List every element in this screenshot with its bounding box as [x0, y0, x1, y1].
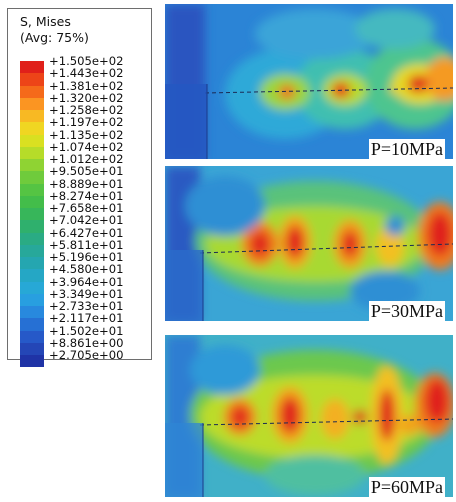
legend-swatch — [20, 293, 44, 306]
legend-value: +2.705e+00 — [49, 348, 124, 362]
legend-value: +5.196e+01 — [49, 250, 124, 264]
legend-value: +1.502e+01 — [49, 323, 124, 338]
legend-swatch — [20, 73, 44, 86]
legend-value: +8.861e+00 — [49, 335, 124, 350]
legend-swatch — [20, 269, 44, 282]
legend-value: +9.505e+01 — [49, 164, 124, 179]
legend-subtitle: (Avg: 75%) — [20, 30, 89, 45]
legend-swatch — [20, 159, 44, 172]
legend-value: +4.580e+01 — [49, 262, 124, 277]
pressure-label: P=60MPa — [368, 477, 445, 497]
legend-swatch — [20, 257, 44, 270]
legend-swatch — [20, 110, 44, 123]
legend-title: S, Mises — [20, 14, 71, 29]
contour-image — [165, 4, 453, 159]
stress-legend: S, Mises (Avg: 75%) +1.505e+02 +1.443e+02… — [7, 8, 152, 368]
legend-value: +5.811e+01 — [49, 237, 124, 252]
legend-swatch — [20, 220, 44, 233]
legend-value: +2.733e+01 — [49, 299, 124, 313]
legend-value: +7.658e+01 — [49, 201, 124, 215]
contour-plot-10mpa: P=10MPa — [165, 4, 453, 159]
legend-swatch — [20, 122, 44, 135]
legend-swatch — [20, 306, 44, 319]
legend-swatch — [20, 146, 44, 159]
pressure-label: P=10MPa — [368, 139, 445, 159]
contour-plot-30mpa: P=30MPa — [165, 166, 453, 321]
legend-swatch — [20, 318, 44, 331]
contour-plot-60mpa: P=60MPa — [165, 335, 453, 497]
legend-value: +8.274e+01 — [49, 188, 124, 203]
legend-value: +2.117e+01 — [49, 311, 124, 326]
legend-swatch — [20, 244, 44, 257]
legend-value: +1.505e+02 — [49, 54, 124, 68]
legend-swatch — [20, 134, 44, 147]
contour-image — [165, 166, 453, 321]
legend-swatch — [20, 171, 44, 184]
legend-value: +1.258e+02 — [49, 103, 124, 117]
legend-swatch — [20, 85, 44, 98]
legend-value: +8.889e+01 — [49, 176, 124, 191]
legend-value: +1.381e+02 — [49, 78, 124, 93]
legend-swatch — [20, 97, 44, 110]
legend-value: +1.012e+02 — [49, 152, 124, 166]
legend-value: +1.443e+02 — [49, 66, 124, 81]
legend-value: +1.135e+02 — [49, 127, 124, 142]
legend-swatch — [20, 281, 44, 294]
legend-swatch — [20, 342, 44, 355]
legend-swatch — [20, 61, 44, 74]
legend-color-bar — [20, 61, 44, 368]
legend-swatch — [20, 232, 44, 245]
legend-value: +7.042e+01 — [49, 213, 124, 228]
legend-swatch — [20, 330, 44, 343]
legend-swatch — [20, 183, 44, 196]
pressure-label: P=30MPa — [368, 301, 445, 321]
legend-value: +6.427e+01 — [49, 225, 124, 240]
legend-value: +1.074e+02 — [49, 139, 124, 154]
legend-swatch — [20, 355, 44, 368]
contour-image — [165, 335, 453, 497]
legend-value: +3.349e+01 — [49, 286, 124, 301]
legend-swatch — [20, 195, 44, 208]
legend-swatch — [20, 208, 44, 221]
legend-value: +3.964e+01 — [49, 274, 124, 289]
legend-value: +1.320e+02 — [49, 90, 124, 105]
legend-value: +1.197e+02 — [49, 115, 124, 130]
